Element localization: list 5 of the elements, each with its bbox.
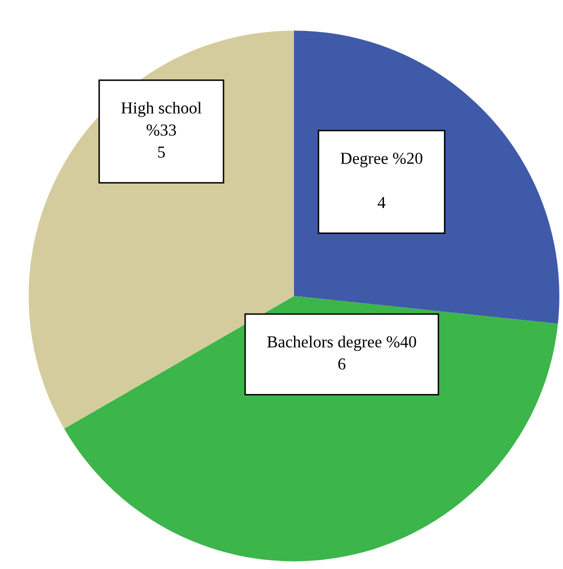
data-label: %33 5: [146, 124, 176, 158]
slice-label: Bachelors degree %40 6: [267, 336, 416, 370]
slice-label: High school: [121, 102, 202, 118]
category-label: Degree %20: [340, 152, 422, 168]
text: 4: [378, 196, 386, 208]
